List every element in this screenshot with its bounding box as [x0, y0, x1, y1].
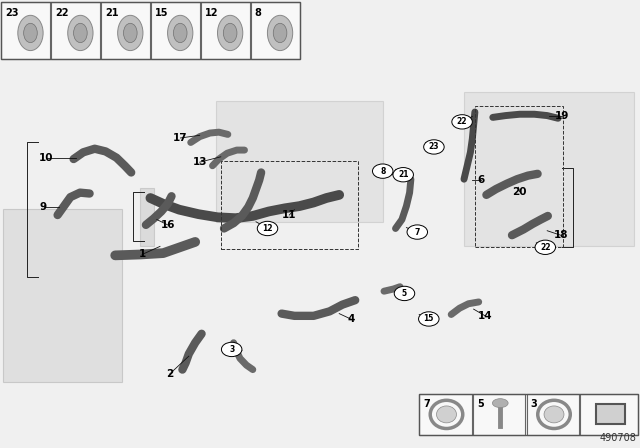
Text: 1: 1	[138, 250, 146, 259]
FancyBboxPatch shape	[527, 394, 579, 435]
Circle shape	[394, 286, 415, 301]
Text: 12: 12	[262, 224, 273, 233]
FancyBboxPatch shape	[216, 101, 383, 222]
Text: 19: 19	[555, 111, 569, 121]
Text: 8: 8	[380, 167, 385, 176]
Ellipse shape	[18, 15, 43, 51]
Text: 4: 4	[347, 314, 355, 324]
Text: 20: 20	[513, 187, 527, 197]
Text: 23: 23	[5, 8, 19, 17]
Text: 3: 3	[229, 345, 234, 354]
Ellipse shape	[268, 15, 292, 51]
FancyBboxPatch shape	[140, 188, 154, 246]
FancyBboxPatch shape	[473, 394, 525, 435]
Ellipse shape	[273, 23, 287, 43]
Circle shape	[372, 164, 393, 178]
Text: 5: 5	[477, 399, 484, 409]
Ellipse shape	[218, 15, 243, 51]
Text: 23: 23	[429, 142, 439, 151]
Ellipse shape	[118, 15, 143, 51]
Text: 16: 16	[161, 220, 175, 230]
Text: 490708: 490708	[600, 433, 637, 443]
Ellipse shape	[24, 23, 37, 43]
Ellipse shape	[544, 406, 564, 423]
Ellipse shape	[492, 399, 508, 408]
FancyBboxPatch shape	[101, 2, 150, 59]
FancyBboxPatch shape	[3, 209, 122, 382]
FancyBboxPatch shape	[1, 2, 50, 59]
Text: 3: 3	[531, 399, 538, 409]
Circle shape	[424, 140, 444, 154]
Text: 21: 21	[105, 8, 118, 17]
Text: 12: 12	[205, 8, 218, 17]
Text: 17: 17	[173, 133, 188, 143]
Text: 15: 15	[424, 314, 434, 323]
FancyBboxPatch shape	[596, 404, 625, 425]
FancyBboxPatch shape	[51, 2, 100, 59]
Text: 2: 2	[166, 369, 173, 379]
Circle shape	[393, 168, 413, 182]
Ellipse shape	[436, 406, 456, 423]
FancyBboxPatch shape	[419, 394, 472, 435]
FancyBboxPatch shape	[464, 92, 634, 246]
Text: 22: 22	[540, 243, 550, 252]
Ellipse shape	[223, 23, 237, 43]
Text: 8: 8	[255, 8, 262, 17]
Text: 15: 15	[155, 8, 168, 17]
Text: 22: 22	[457, 117, 467, 126]
Text: 18: 18	[554, 230, 568, 240]
Text: 13: 13	[193, 157, 207, 167]
FancyBboxPatch shape	[251, 2, 300, 59]
Text: 21: 21	[398, 170, 408, 179]
Ellipse shape	[74, 23, 87, 43]
Circle shape	[452, 115, 472, 129]
Circle shape	[407, 225, 428, 239]
FancyBboxPatch shape	[580, 394, 638, 435]
Ellipse shape	[68, 15, 93, 51]
Ellipse shape	[124, 23, 137, 43]
FancyBboxPatch shape	[201, 2, 250, 59]
Circle shape	[535, 240, 556, 254]
Text: 5: 5	[402, 289, 407, 298]
Text: 10: 10	[39, 153, 53, 163]
Circle shape	[221, 342, 242, 357]
Circle shape	[419, 312, 439, 326]
Text: 9: 9	[40, 202, 47, 212]
Ellipse shape	[173, 23, 187, 43]
Text: 14: 14	[478, 311, 492, 321]
Text: 22: 22	[55, 8, 68, 17]
Text: 7: 7	[423, 399, 430, 409]
Ellipse shape	[168, 15, 193, 51]
Text: 7: 7	[415, 228, 420, 237]
FancyBboxPatch shape	[151, 2, 200, 59]
Circle shape	[257, 221, 278, 236]
Text: 6: 6	[477, 175, 485, 185]
Text: 11: 11	[282, 210, 296, 220]
